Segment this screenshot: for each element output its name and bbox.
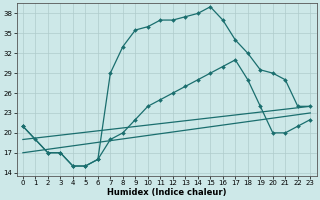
X-axis label: Humidex (Indice chaleur): Humidex (Indice chaleur)	[107, 188, 226, 197]
